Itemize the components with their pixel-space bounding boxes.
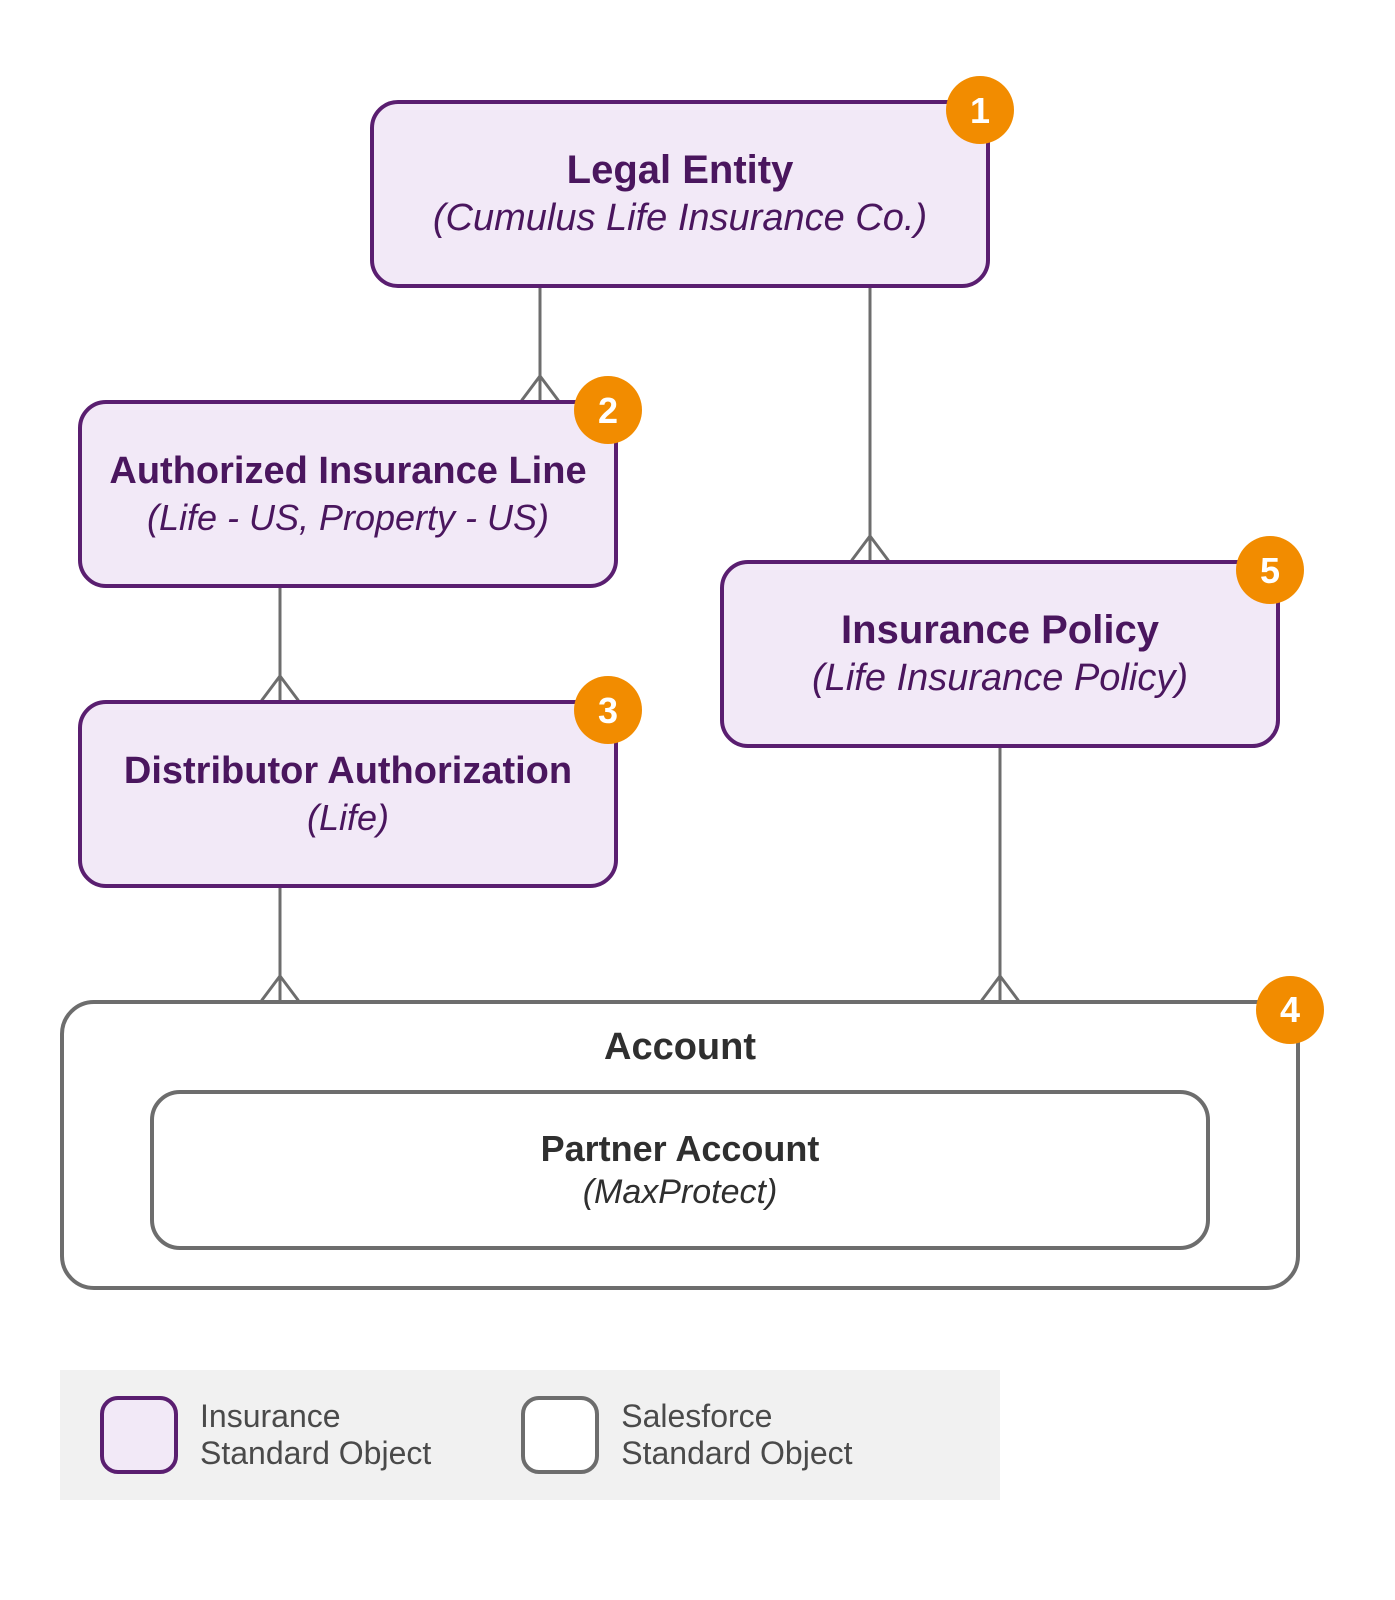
- badge-3: 3: [574, 676, 642, 744]
- legend-swatch-insurance: [100, 1396, 178, 1474]
- legend-text-salesforce: Salesforce Standard Object: [621, 1398, 852, 1472]
- legend-item-insurance: Insurance Standard Object: [100, 1396, 431, 1474]
- node-subtitle: (Cumulus Life Insurance Co.): [433, 195, 927, 243]
- node-title: Insurance Policy: [841, 605, 1159, 655]
- badge-4: 4: [1256, 976, 1324, 1044]
- legend-line: Standard Object: [200, 1435, 431, 1472]
- node-subtitle: (Life - US, Property - US): [147, 495, 549, 540]
- badge-5: 5: [1236, 536, 1304, 604]
- node-insurance-policy: Insurance Policy (Life Insurance Policy)…: [720, 560, 1280, 748]
- partner-account-subtitle: (MaxProtect): [583, 1171, 778, 1214]
- node-title: Authorized Insurance Line: [109, 448, 586, 496]
- legend-line: Insurance: [200, 1398, 431, 1435]
- node-subtitle: (Life Insurance Policy): [812, 655, 1188, 703]
- diagram-stage: Legal Entity (Cumulus Life Insurance Co.…: [0, 0, 1395, 1600]
- account-title: Account: [64, 1026, 1296, 1069]
- legend-line: Standard Object: [621, 1435, 852, 1472]
- legend-swatch-salesforce: [521, 1396, 599, 1474]
- legend-line: Salesforce: [621, 1398, 852, 1435]
- badge-1: 1: [946, 76, 1014, 144]
- node-authorized-insurance-line: Authorized Insurance Line (Life - US, Pr…: [78, 400, 618, 588]
- badge-2: 2: [574, 376, 642, 444]
- legend-text-insurance: Insurance Standard Object: [200, 1398, 431, 1472]
- node-title: Legal Entity: [567, 145, 794, 195]
- node-partner-account: Partner Account (MaxProtect): [150, 1090, 1210, 1250]
- node-legal-entity: Legal Entity (Cumulus Life Insurance Co.…: [370, 100, 990, 288]
- node-title: Distributor Authorization: [124, 748, 572, 796]
- node-distributor-authorization: Distributor Authorization (Life) 3: [78, 700, 618, 888]
- legend: Insurance Standard Object Salesforce Sta…: [60, 1370, 1000, 1500]
- partner-account-title: Partner Account: [541, 1126, 820, 1171]
- node-subtitle: (Life): [307, 795, 389, 840]
- legend-item-salesforce: Salesforce Standard Object: [521, 1396, 852, 1474]
